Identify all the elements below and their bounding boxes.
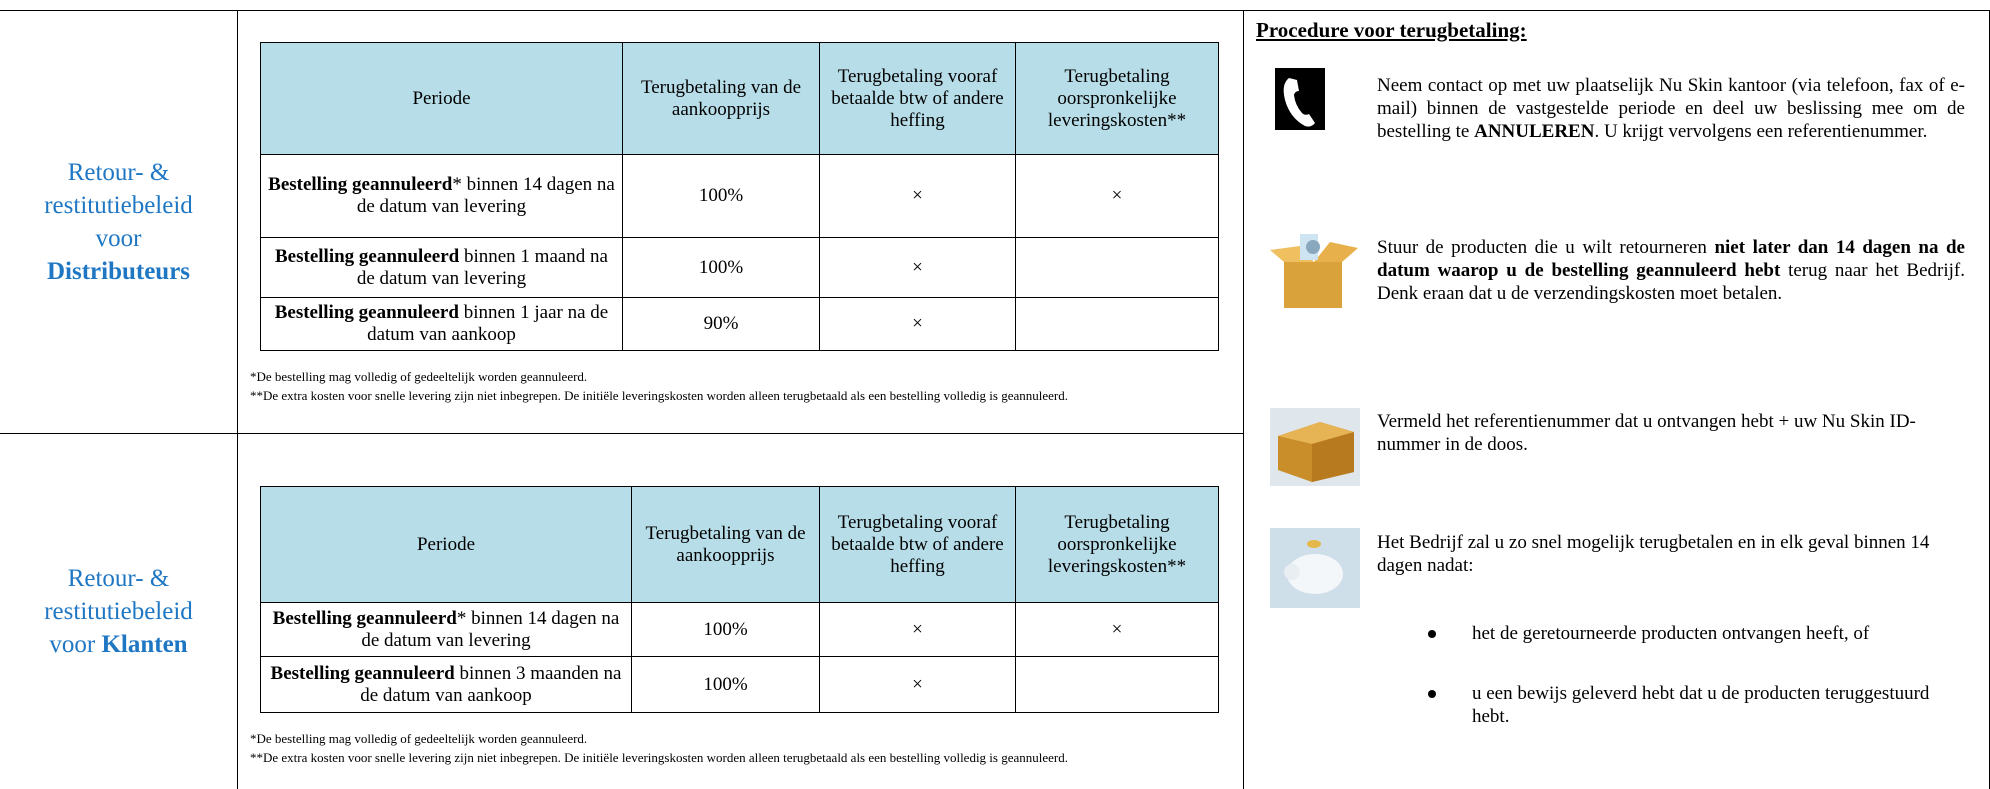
header-cell: Terugbetaling oorspronkelijke leveringsk…: [1016, 487, 1219, 603]
header-cell: Terugbetaling vooraf betaalde btw of and…: [820, 43, 1016, 155]
table-row: Bestelling geannuleerd* binnen 14 dagen …: [261, 155, 1219, 238]
header-cell: Terugbetaling oorspronkelijke leveringsk…: [1016, 43, 1219, 155]
period-cell: Bestelling geannuleerd* binnen 14 dagen …: [261, 155, 623, 238]
table-row: Bestelling geannuleerd binnen 1 jaar na …: [261, 298, 1219, 351]
footnote: **De extra kosten voor snelle levering z…: [250, 749, 1190, 766]
value-cell: 100%: [632, 603, 820, 657]
value-cell: ×: [1016, 603, 1219, 657]
value-cell: ×: [820, 155, 1016, 238]
bullet-text: u een bewijs geleverd hebt dat u de prod…: [1472, 682, 1942, 728]
section-label: Retour- & restitutiebeleid voor Klanten: [0, 433, 237, 789]
empty-cell: [1016, 238, 1219, 298]
step-text: Vermeld het referentienummer dat u ontva…: [1377, 410, 1965, 456]
empty-cell: [1016, 298, 1219, 351]
border: [0, 10, 1990, 11]
step-text: Het Bedrijf zal u zo snel mogelijk terug…: [1377, 531, 1965, 577]
border: [1243, 10, 1244, 789]
value-cell: 100%: [623, 155, 820, 238]
period-bold: Bestelling geannuleerd: [271, 663, 455, 684]
header-cell: Periode: [261, 487, 632, 603]
header-cell: Terugbetaling van de aankoopprijs: [623, 43, 820, 155]
page: Procedure voor terugbetaling: Retour- & …: [0, 0, 1990, 789]
bullet-dot: [1428, 630, 1436, 638]
step-bold: ANNULEREN: [1474, 121, 1594, 142]
phone-icon: [1275, 68, 1325, 130]
step-part: Het Bedrijf zal u zo snel mogelijk terug…: [1377, 532, 1929, 576]
label-text: Retour- & restitutiebeleid voor Klanten: [44, 562, 194, 661]
value-cell: ×: [820, 298, 1016, 351]
footnote: *De bestelling mag volledig of gedeeltel…: [250, 368, 1190, 385]
box-open-icon: [1270, 232, 1360, 312]
step-part: . U krijgt vervolgens een referentienumm…: [1594, 121, 1927, 142]
empty-cell: [1016, 657, 1219, 713]
header-cell: Terugbetaling vooraf betaalde btw of and…: [820, 487, 1016, 603]
value-cell: 100%: [632, 657, 820, 713]
bullet-dot: [1428, 690, 1436, 698]
period-cell: Bestelling geannuleerd binnen 3 maanden …: [261, 657, 632, 713]
label-text: Retour- & restitutiebeleid voor: [44, 159, 193, 252]
period-cell: Bestelling geannuleerd binnen 1 maand na…: [261, 238, 623, 298]
value-cell: ×: [820, 603, 1016, 657]
value-cell: ×: [820, 238, 1016, 298]
label-bold: Distributeurs: [44, 255, 194, 288]
step-text: Neem contact op met uw plaatselijk Nu Sk…: [1377, 74, 1965, 143]
procedure-title: Procedure voor terugbetaling:: [1256, 18, 1527, 43]
header-cell: Terugbetaling van de aankoopprijs: [632, 487, 820, 603]
box-closed-icon: [1270, 408, 1360, 486]
value-cell: ×: [1016, 155, 1219, 238]
footnote: *De bestelling mag volledig of gedeeltel…: [250, 730, 1190, 747]
period-bold: Bestelling geannuleerd: [275, 246, 459, 267]
table-row: Bestelling geannuleerd* binnen 14 dagen …: [261, 603, 1219, 657]
period-cell: Bestelling geannuleerd binnen 1 jaar na …: [261, 298, 623, 351]
period-bold: Bestelling geannuleerd: [273, 608, 457, 629]
step-text: Stuur de producten die u wilt retournere…: [1377, 236, 1965, 305]
period-bold: Bestelling geannuleerd: [268, 174, 452, 195]
footnote: **De extra kosten voor snelle levering z…: [250, 387, 1190, 404]
section-label: Retour- & restitutiebeleid voor Distribu…: [0, 10, 237, 433]
bullet-text: het de geretourneerde producten ontvange…: [1472, 622, 1942, 645]
header-cell: Periode: [261, 43, 623, 155]
label-bold: Klanten: [101, 631, 187, 658]
period-cell: Bestelling geannuleerd* binnen 14 dagen …: [261, 603, 632, 657]
value-cell: ×: [820, 657, 1016, 713]
step-part: Stuur de producten die u wilt retournere…: [1377, 237, 1714, 258]
border: [237, 10, 238, 789]
value-cell: 100%: [623, 238, 820, 298]
step-part: Vermeld het referentienummer dat u ontva…: [1377, 411, 1916, 455]
table-row: Bestelling geannuleerd binnen 3 maanden …: [261, 657, 1219, 713]
table-row: Bestelling geannuleerd binnen 1 maand na…: [261, 238, 1219, 298]
value-cell: 90%: [623, 298, 820, 351]
period-bold: Bestelling geannuleerd: [275, 302, 459, 323]
label-text: Retour- & restitutiebeleid voor Distribu…: [44, 156, 194, 288]
piggy-bank-icon: [1270, 528, 1360, 608]
